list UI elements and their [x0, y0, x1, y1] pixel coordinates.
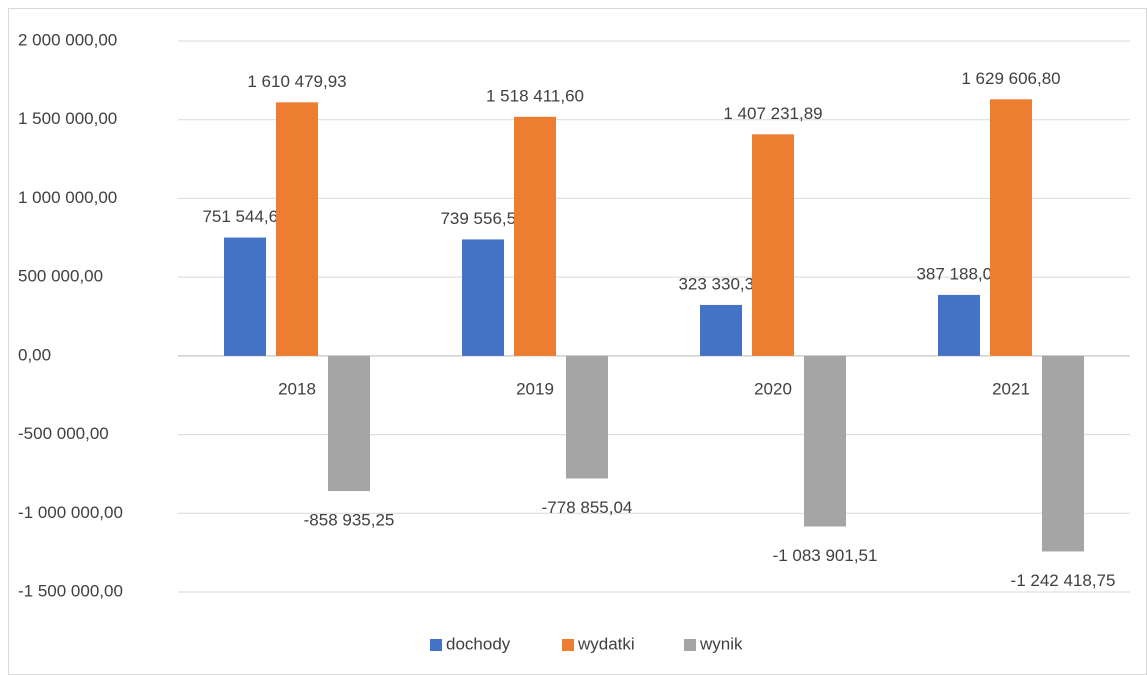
- bar: [328, 355, 370, 492]
- bar: [700, 304, 742, 356]
- bar: [990, 99, 1032, 356]
- bar: [938, 294, 980, 356]
- bar: [462, 239, 504, 356]
- bar: [514, 116, 556, 356]
- data-label: 1 610 479,93: [247, 72, 346, 91]
- y-tick-label: 500 000,00: [18, 267, 103, 286]
- y-tick-label: 0,00: [18, 345, 51, 364]
- data-label: -778 855,04: [542, 498, 633, 517]
- bar: [752, 134, 794, 356]
- legend-swatch: [562, 639, 574, 651]
- data-label: -858 935,25: [304, 511, 395, 530]
- y-tick-label: -1 000 000,00: [18, 503, 123, 522]
- data-label: -1 083 901,51: [773, 546, 878, 565]
- legend-swatch: [430, 639, 442, 651]
- legend-label: dochody: [446, 634, 511, 653]
- data-label: 1 518 411,60: [486, 86, 584, 105]
- bar: [224, 237, 266, 356]
- bar: [276, 102, 318, 356]
- data-label: -1 242 418,75: [1011, 571, 1116, 590]
- data-label: 1 629 606,80: [961, 69, 1060, 88]
- data-label: 1 407 231,89: [723, 104, 822, 123]
- x-tick-label: 2020: [754, 379, 792, 398]
- y-tick-label: -500 000,00: [18, 424, 109, 443]
- x-tick-label: 2018: [278, 379, 316, 398]
- y-tick-label: 2 000 000,00: [18, 30, 117, 49]
- y-tick-label: -1 500 000,00: [18, 581, 123, 600]
- y-tick-label: 1 000 000,00: [18, 188, 117, 207]
- legend-label: wynik: [699, 634, 743, 653]
- bar: [804, 355, 846, 527]
- data-label: 387 188,05: [916, 264, 1001, 283]
- x-tick-label: 2021: [992, 379, 1030, 398]
- bar: [566, 355, 608, 479]
- data-label: 323 330,38: [678, 274, 763, 293]
- data-label: 751 544,68: [202, 207, 287, 226]
- y-tick-label: 1 500 000,00: [18, 109, 117, 128]
- legend-label: wydatki: [577, 634, 635, 653]
- legend-swatch: [684, 639, 696, 651]
- bar: [1042, 355, 1084, 552]
- x-tick-label: 2019: [516, 379, 554, 398]
- data-label: 739 556,56: [440, 209, 525, 228]
